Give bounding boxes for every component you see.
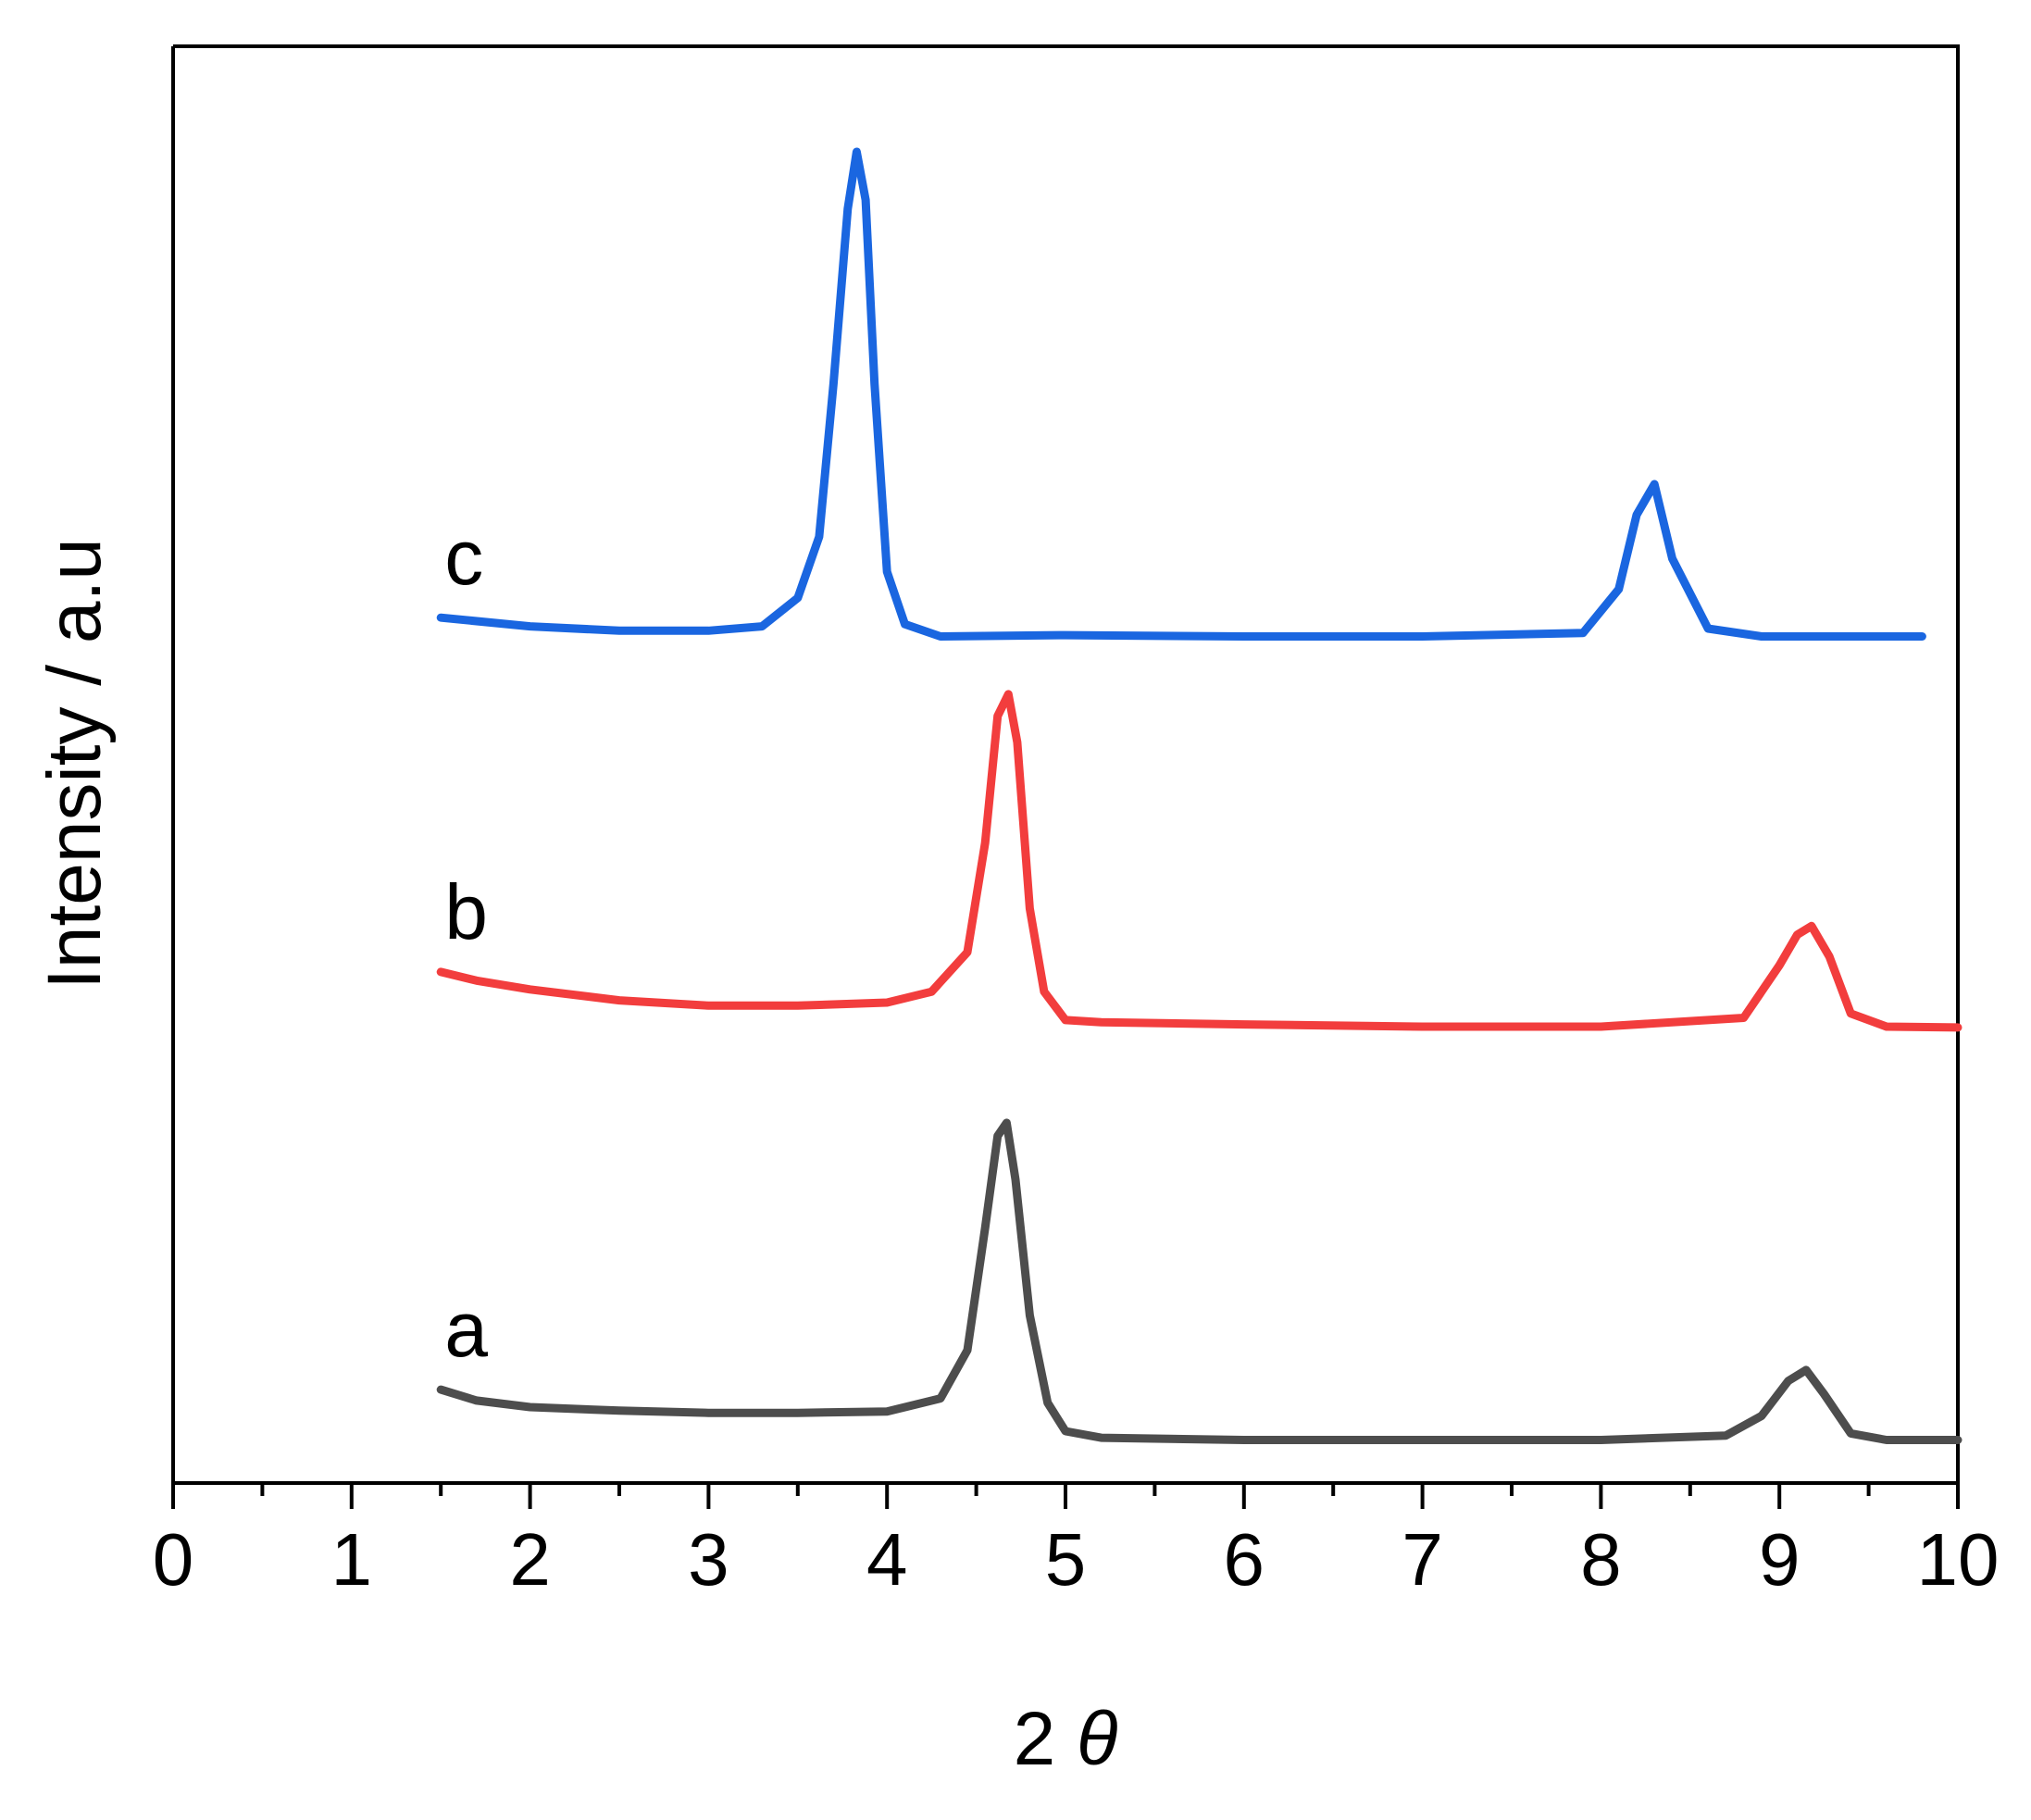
series-label-c: c bbox=[444, 514, 483, 601]
y-axis-title: Intensity / a.u bbox=[32, 538, 117, 990]
x-axis-title-part: 2 bbox=[1014, 1697, 1056, 1781]
series-lines bbox=[436, 147, 1962, 1444]
series-line-b bbox=[436, 690, 1962, 1032]
x-tick-label: 7 bbox=[1402, 1518, 1443, 1601]
series-labels: a b c bbox=[444, 514, 488, 1373]
x-tick-label: 8 bbox=[1580, 1518, 1622, 1601]
x-tick-label: 1 bbox=[331, 1518, 373, 1601]
x-tick-label: 3 bbox=[688, 1518, 729, 1601]
x-tick-label: 6 bbox=[1224, 1518, 1265, 1601]
plot-frame bbox=[171, 44, 1960, 1485]
x-axis-title-part: θ bbox=[1055, 1697, 1117, 1781]
x-tick-label: 4 bbox=[866, 1518, 908, 1601]
x-tick-label: 9 bbox=[1759, 1518, 1800, 1601]
x-tick-label: 5 bbox=[1045, 1518, 1087, 1601]
x-tick-label: 0 bbox=[153, 1518, 194, 1601]
series-label-b: b bbox=[444, 868, 488, 955]
x-ticks bbox=[171, 1483, 1960, 1509]
x-axis-title: 2 θ bbox=[1014, 1697, 1118, 1781]
x-tick-label: 10 bbox=[1917, 1518, 2000, 1601]
x-tick-labels: 0 1 2 3 4 5 6 7 8 9 10 bbox=[153, 1518, 2000, 1601]
series-label-a: a bbox=[444, 1286, 488, 1373]
x-tick-label: 2 bbox=[509, 1518, 551, 1601]
series-line-a bbox=[436, 1118, 1962, 1444]
series-line-c bbox=[436, 147, 1926, 641]
